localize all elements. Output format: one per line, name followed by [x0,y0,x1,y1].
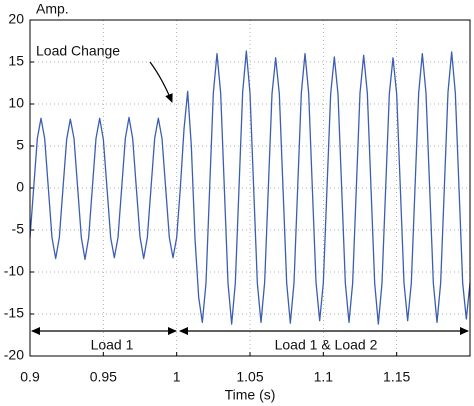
y-tick-label: -5 [12,221,25,237]
y-tick-label: 15 [8,53,24,69]
x-tick-label: 0.95 [90,369,117,385]
y-tick-label: -20 [4,347,24,363]
annotation-arrow [149,61,173,103]
y-tick-label: 10 [8,95,24,111]
annotation: Load Change [36,43,120,59]
annotation: Load 1 [91,337,134,353]
plot-area: -20 -15 -10 -5 0 5 10 15 20 0.9 0.95 1 1.05 1.1 1.15 [4,11,471,385]
annotation: Load 1 & Load 2 [275,337,378,353]
x-tick-label: 0.9 [20,369,40,385]
x-tick-label: 1.05 [236,369,263,385]
y-axis-label: Amp. [36,1,69,17]
x-tick-label: 1.1 [314,369,334,385]
data-line [29,50,471,325]
axes-frame [29,19,471,357]
y-tick-label: 20 [8,11,24,27]
x-tick-label: 1.15 [383,369,410,385]
y-tick-label: 5 [16,137,24,153]
x-axis-label: Time (s) [225,387,276,403]
y-tick-label: 0 [16,179,24,195]
y-tick-label: -15 [4,305,24,321]
y-tick-label: -10 [4,263,24,279]
x-tick-label: 1 [173,369,181,385]
